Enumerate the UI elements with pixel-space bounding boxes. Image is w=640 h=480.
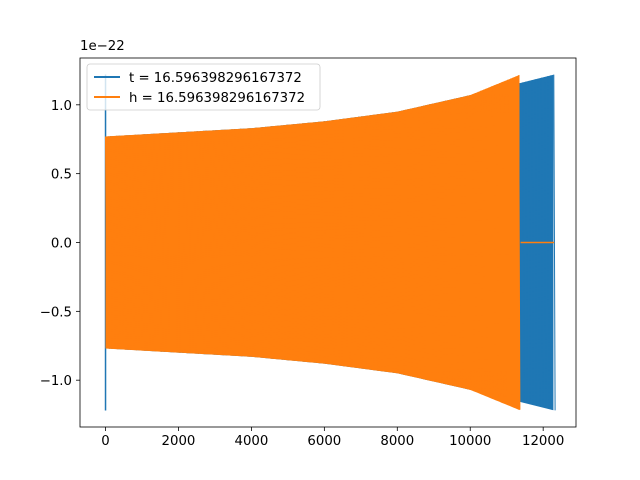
legend: t = 16.596398296167372 h = 16.59639829616… — [86, 63, 321, 111]
x-tick-label: 10000 — [449, 434, 491, 449]
y-tick-label: −0.5 — [40, 305, 72, 320]
series-h-line — [105, 74, 555, 411]
legend-label: h = 16.596398296167372 — [129, 91, 305, 106]
y-tick-label: −1.0 — [40, 374, 72, 389]
x-tick-label: 2000 — [162, 434, 196, 449]
y-offset-label: 1e−22 — [80, 39, 125, 54]
legend-box — [86, 63, 321, 111]
x-tick-label: 6000 — [307, 434, 341, 449]
x-tick-label: 0 — [101, 434, 109, 449]
y-axis: −1.0 −0.5 0.0 0.5 1.0 — [40, 99, 80, 389]
y-tick-label: 1.0 — [51, 99, 72, 114]
x-tick-label: 12000 — [522, 434, 564, 449]
y-tick-label: 0.0 — [51, 237, 72, 252]
y-tick-label: 0.5 — [51, 168, 72, 183]
x-tick-label: 4000 — [234, 434, 268, 449]
plot-area — [104, 74, 556, 411]
legend-label: t = 16.596398296167372 — [129, 71, 302, 86]
series-h-oscillation — [105, 75, 521, 410]
x-tick-label: 8000 — [380, 434, 414, 449]
x-axis: 0 2000 4000 6000 8000 10000 12000 — [101, 427, 564, 449]
